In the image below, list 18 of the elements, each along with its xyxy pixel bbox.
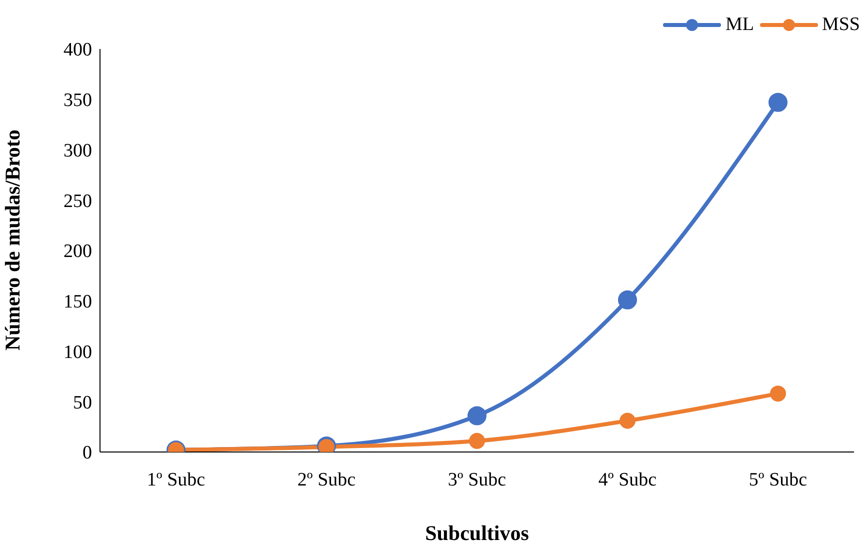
y-tick-label: 150 — [64, 292, 92, 313]
x-axis-title: Subcultivos — [425, 521, 529, 542]
y-tick-label: 50 — [73, 392, 92, 414]
x-tick-label: 1º Subc — [146, 469, 206, 490]
x-tick-label: 3º Subc — [448, 469, 506, 490]
x-tick-label: 2º Subc — [297, 469, 356, 490]
y-tick-label: 300 — [64, 140, 92, 162]
legend-label: ML — [724, 14, 754, 36]
y-tick-label: 100 — [64, 342, 92, 363]
x-tick-label: 5º Subc — [748, 469, 808, 490]
y-tick-label: 0 — [82, 442, 92, 464]
legend-label: MSS — [820, 14, 860, 36]
y-axis-title: Número de mudas/Broto — [0, 130, 24, 350]
y-tick-label: 350 — [64, 90, 92, 112]
y-tick-label: 400 — [64, 40, 92, 61]
x-tick-label: 4º Subc — [598, 469, 657, 490]
y-tick-label: 200 — [64, 241, 92, 262]
y-tick-label: 250 — [64, 190, 92, 212]
